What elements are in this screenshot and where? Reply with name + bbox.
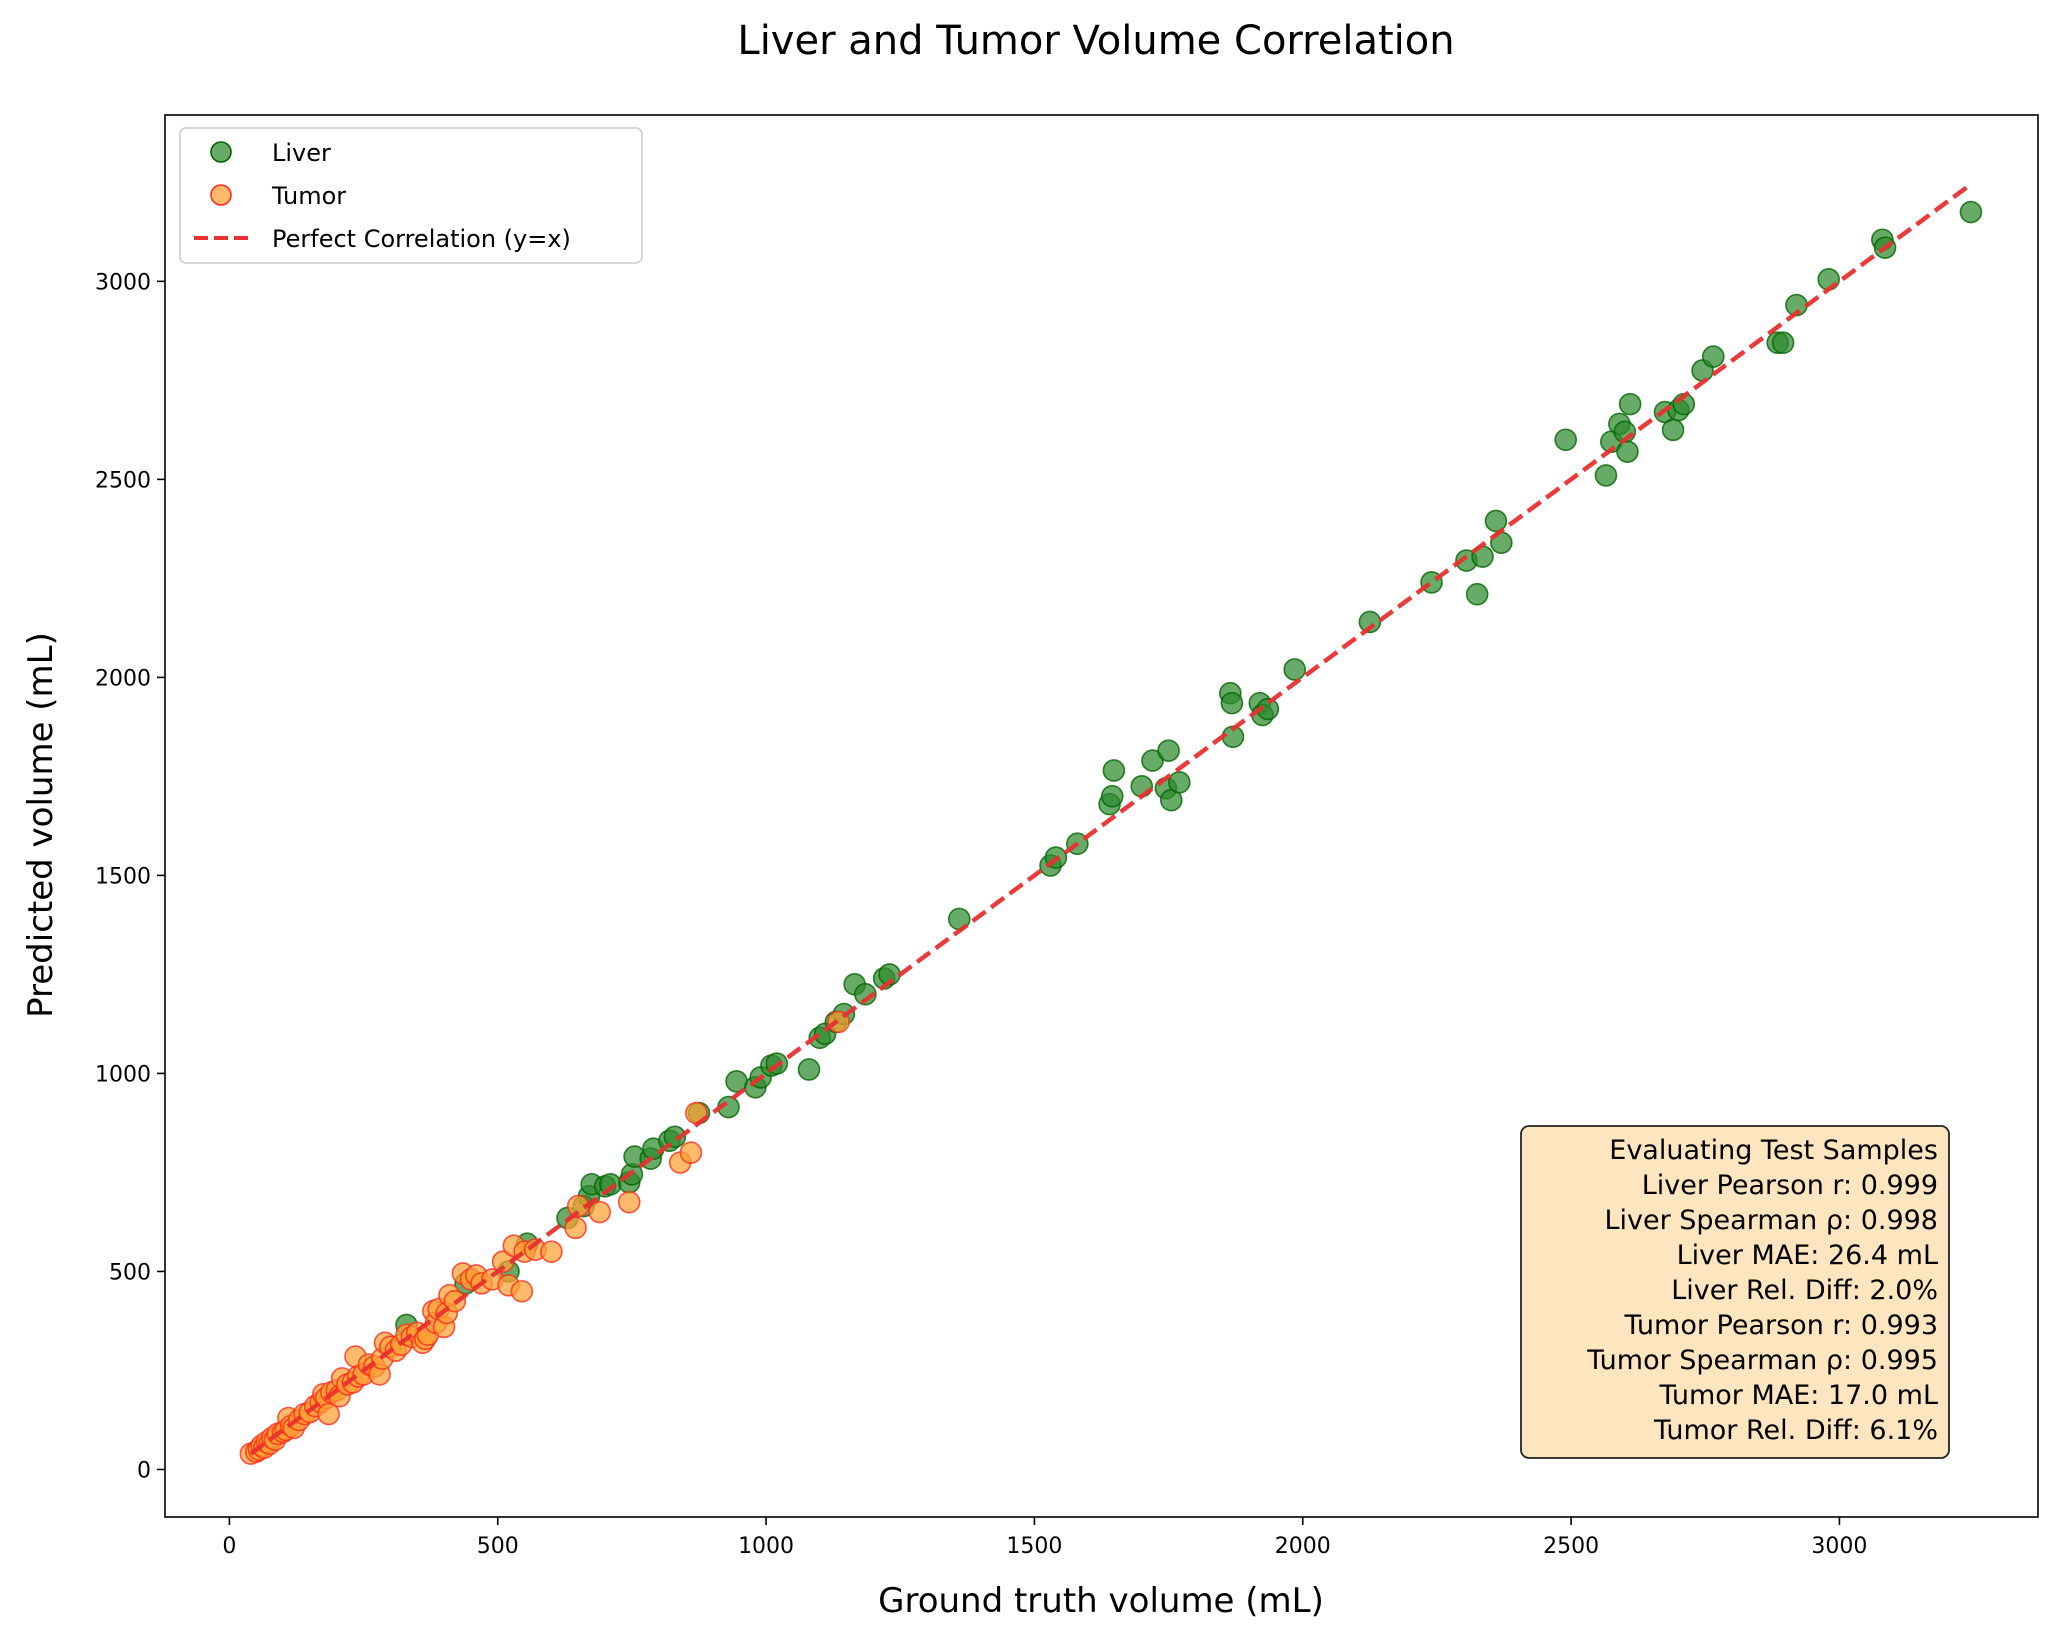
x-axis: 0 500 1000 1500 2000 2500 3000 — [222, 1517, 1867, 1559]
liver-point — [1594, 464, 1618, 487]
liver-point — [1484, 509, 1508, 533]
legend-label-liver: Liver — [272, 139, 331, 167]
legend-frame — [179, 127, 643, 264]
liver-point — [1554, 428, 1578, 452]
tumor-point — [317, 1402, 340, 1426]
liver-point — [1465, 582, 1489, 606]
legend-marker-tumor — [210, 184, 232, 206]
stats-line-liver-mae: Liver MAE: 26.4 mL — [1677, 1240, 1938, 1271]
liver-point — [1661, 418, 1685, 442]
stats-line-tumor-rel-diff: Tumor Rel. Diff: 6.1% — [1653, 1415, 1938, 1446]
legend-label-reference-line: Perfect Correlation (y=x) — [272, 225, 571, 253]
x-tick-label: 2000 — [1275, 1534, 1331, 1559]
stats-line-tumor-spearman: Tumor Spearman ρ: 0.995 — [1586, 1345, 1938, 1376]
liver-point — [1959, 200, 1983, 224]
y-tick-label: 1000 — [95, 1062, 151, 1087]
chart-title: Liver and Tumor Volume Correlation — [737, 18, 1454, 64]
y-axis: 0 500 1000 1500 2000 2500 3000 — [95, 270, 165, 1483]
x-tick-label: 3000 — [1811, 1534, 1867, 1559]
liver-point — [1220, 691, 1244, 715]
y-tick-label: 1500 — [95, 864, 151, 889]
y-tick-label: 0 — [137, 1458, 151, 1483]
stats-line-header: Evaluating Test Samples — [1609, 1135, 1938, 1166]
x-tick-label: 1000 — [738, 1534, 794, 1559]
x-axis-title: Ground truth volume (mL) — [878, 1581, 1324, 1621]
stats-line-tumor-pearson: Tumor Pearson r: 0.993 — [1624, 1310, 1938, 1341]
stats-line-liver-spearman: Liver Spearman ρ: 0.998 — [1604, 1205, 1938, 1236]
y-tick-label: 2500 — [95, 468, 151, 493]
tumor-point — [679, 1141, 703, 1164]
tumor-point — [564, 1216, 587, 1240]
y-tick-label: 2000 — [95, 666, 151, 691]
tumor-point — [617, 1190, 641, 1214]
stats-box-background — [1520, 1125, 1950, 1459]
y-axis-title: Predicted volume (mL) — [21, 632, 61, 1018]
stats-box: Evaluating Test Samples Liver Pearson r:… — [1520, 1125, 1950, 1459]
liver-point — [1616, 440, 1639, 463]
stats-line-tumor-mae: Tumor MAE: 17.0 mL — [1658, 1380, 1938, 1411]
liver-point — [1157, 739, 1180, 762]
legend-label-tumor: Tumor — [271, 182, 346, 210]
stats-line-liver-rel-diff: Liver Rel. Diff: 2.0% — [1671, 1275, 1938, 1306]
liver-point — [797, 1058, 821, 1081]
tumor-point — [588, 1200, 612, 1224]
liver-point — [1358, 610, 1382, 634]
tumor-point — [510, 1279, 534, 1303]
legend: Liver Tumor Perfect Correlation (y=x) — [179, 127, 643, 264]
y-tick-label: 3000 — [95, 270, 151, 295]
liver-point — [1618, 392, 1642, 416]
plot-area-frame — [164, 114, 2039, 1518]
tumor-point — [540, 1240, 563, 1263]
reference-line-y-equals-x — [249, 182, 1973, 1456]
x-tick-label: 2500 — [1543, 1534, 1599, 1559]
stats-line-liver-pearson: Liver Pearson r: 0.999 — [1642, 1170, 1938, 1201]
liver-point — [1141, 749, 1164, 772]
x-tick-label: 0 — [222, 1534, 236, 1559]
x-tick-label: 1500 — [1006, 1534, 1062, 1559]
liver-point — [1102, 759, 1126, 782]
legend-marker-liver — [210, 141, 232, 163]
y-tick-label: 500 — [109, 1260, 151, 1285]
liver-point — [1100, 784, 1124, 808]
liver-point — [854, 982, 877, 1006]
liver-point — [1702, 345, 1725, 368]
liver-point — [1283, 658, 1307, 681]
x-tick-label: 500 — [477, 1534, 519, 1559]
liver-point — [1168, 771, 1191, 794]
liver-point — [1771, 331, 1795, 355]
